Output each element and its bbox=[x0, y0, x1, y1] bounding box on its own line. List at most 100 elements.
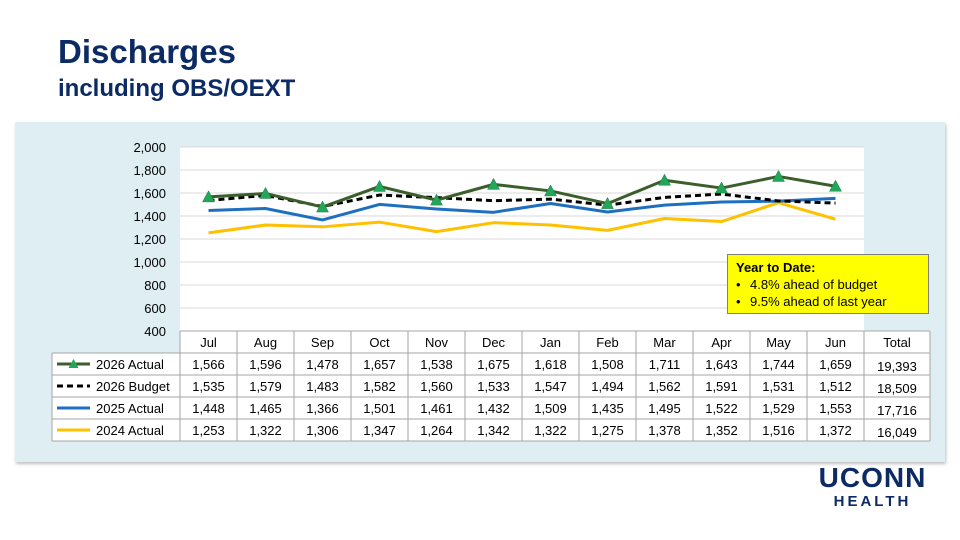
series-marker bbox=[430, 193, 443, 206]
chart-panel: 400 600 800 1,000 1,200 1,400 1,600 1,800 2,000 J… bbox=[15, 122, 945, 462]
table-value: 1,483 bbox=[306, 379, 339, 394]
table-value: 1,596 bbox=[249, 357, 282, 372]
table-value: 1,264 bbox=[420, 423, 453, 438]
y-tick-label: 1,400 bbox=[133, 209, 166, 224]
ytd-callout: Year to Date: 4.8% ahead of budget 9.5% … bbox=[727, 254, 929, 314]
table-value: 1,531 bbox=[762, 379, 795, 394]
series-marker bbox=[544, 184, 557, 197]
series-marker bbox=[373, 179, 386, 192]
series-marker bbox=[772, 169, 785, 182]
table-value: 1,547 bbox=[534, 379, 567, 394]
table-value: 1,533 bbox=[477, 379, 510, 394]
x-category-label: Mar bbox=[653, 335, 676, 350]
table-total-value: 17,716 bbox=[877, 403, 917, 418]
table-value: 1,538 bbox=[420, 357, 453, 372]
x-category-label: May bbox=[766, 335, 791, 350]
table-value: 1,675 bbox=[477, 357, 510, 372]
table-value: 1,711 bbox=[649, 357, 681, 372]
table-value: 1,566 bbox=[192, 357, 225, 372]
table-value: 1,275 bbox=[591, 423, 624, 438]
table-total-value: 16,049 bbox=[877, 425, 917, 440]
page-title: Discharges bbox=[58, 33, 236, 70]
ytd-heading: Year to Date: bbox=[736, 260, 816, 275]
x-category-label: Oct bbox=[369, 335, 390, 350]
ytd-budget-bullet: 4.8% ahead of budget bbox=[736, 276, 920, 293]
x-category-label: Apr bbox=[711, 335, 732, 350]
table-value: 1,253 bbox=[192, 423, 225, 438]
table-value: 1,347 bbox=[363, 423, 396, 438]
series-line bbox=[208, 196, 836, 222]
legend-label: 2025 Actual bbox=[96, 401, 164, 416]
table-value: 1,516 bbox=[762, 423, 795, 438]
table-value: 1,509 bbox=[534, 401, 567, 416]
series-marker bbox=[316, 200, 329, 213]
table-value: 1,352 bbox=[705, 423, 738, 438]
table-value: 1,465 bbox=[249, 401, 282, 416]
table-value: 1,529 bbox=[762, 401, 795, 416]
table-value: 1,372 bbox=[819, 423, 852, 438]
table-value: 1,322 bbox=[534, 423, 567, 438]
table-value: 1,522 bbox=[705, 401, 738, 416]
series-line bbox=[208, 201, 836, 235]
y-tick-label: 600 bbox=[144, 301, 166, 316]
table-value: 1,591 bbox=[705, 379, 738, 394]
x-category-label: Jan bbox=[540, 335, 561, 350]
x-category-label: Dec bbox=[482, 335, 506, 350]
table-value: 1,618 bbox=[534, 357, 567, 372]
table-value: 1,378 bbox=[648, 423, 681, 438]
y-tick-label: 1,200 bbox=[133, 232, 166, 247]
y-tick-label: 1,600 bbox=[133, 186, 166, 201]
total-header: Total bbox=[883, 335, 911, 350]
series-marker bbox=[202, 190, 215, 203]
table-value: 1,306 bbox=[306, 423, 339, 438]
ytd-last-year-bullet: 9.5% ahead of last year bbox=[736, 293, 920, 310]
series-marker bbox=[259, 186, 272, 199]
table-value: 1,495 bbox=[648, 401, 681, 416]
table-total-value: 19,393 bbox=[877, 359, 917, 374]
x-category-label: Nov bbox=[425, 335, 449, 350]
table-total-cells bbox=[864, 331, 930, 441]
table-value: 1,435 bbox=[591, 401, 624, 416]
table-value: 1,582 bbox=[363, 379, 396, 394]
table-value: 1,478 bbox=[306, 357, 339, 372]
y-tick-label: 800 bbox=[144, 278, 166, 293]
table-value: 1,562 bbox=[648, 379, 681, 394]
table-value: 1,322 bbox=[249, 423, 282, 438]
page-subtitle: including OBS/OEXT bbox=[58, 75, 296, 102]
table-value: 1,553 bbox=[819, 401, 852, 416]
x-category-label: Feb bbox=[596, 335, 618, 350]
table-value: 1,494 bbox=[591, 379, 624, 394]
series-marker bbox=[829, 179, 842, 192]
x-category-label: Sep bbox=[311, 335, 334, 350]
series-marker bbox=[658, 173, 671, 186]
logo-health-text: HEALTH bbox=[833, 493, 912, 510]
table-value: 1,744 bbox=[762, 357, 795, 372]
series-marker bbox=[601, 197, 614, 209]
series-line bbox=[208, 174, 836, 209]
table-value: 1,508 bbox=[591, 357, 624, 372]
table-value: 1,579 bbox=[249, 379, 282, 394]
legend-label: 2026 Budget bbox=[96, 379, 170, 394]
y-tick-label: 2,000 bbox=[133, 140, 166, 155]
table-value: 1,342 bbox=[477, 423, 510, 438]
x-category-label: Jun bbox=[825, 335, 846, 350]
table-value: 1,512 bbox=[819, 379, 852, 394]
table-value: 1,657 bbox=[363, 357, 396, 372]
y-tick-label: 400 bbox=[144, 324, 166, 339]
legend-label: 2026 Actual bbox=[96, 357, 164, 372]
discharges-chart: 400 600 800 1,000 1,200 1,400 1,600 1,800 2,000 J… bbox=[51, 140, 931, 442]
series-marker bbox=[487, 177, 500, 190]
table-value: 1,659 bbox=[819, 357, 852, 372]
uconn-health-logo: UCONN HEALTH bbox=[815, 463, 930, 511]
x-category-label: Jul bbox=[200, 335, 217, 350]
table-value: 1,643 bbox=[705, 357, 738, 372]
logo-uconn-text: UCONN bbox=[818, 462, 927, 493]
series-marker bbox=[715, 181, 728, 194]
table-value: 1,432 bbox=[477, 401, 510, 416]
table-value: 1,461 bbox=[420, 401, 453, 416]
table-value: 1,560 bbox=[420, 379, 453, 394]
x-category-label: Aug bbox=[254, 335, 277, 350]
table-value: 1,535 bbox=[192, 379, 225, 394]
legend-marker bbox=[68, 359, 79, 368]
y-tick-label: 1,000 bbox=[133, 255, 166, 270]
